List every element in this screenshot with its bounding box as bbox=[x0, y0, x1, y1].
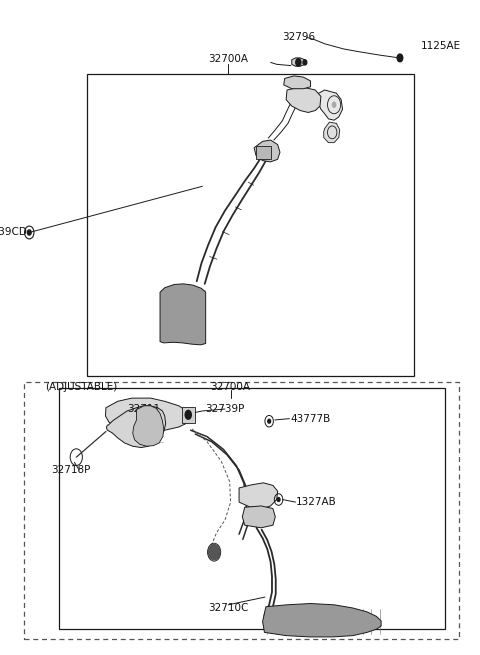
Text: 32710C: 32710C bbox=[208, 603, 249, 613]
Bar bbox=[87, 74, 414, 375]
Circle shape bbox=[303, 60, 307, 65]
Polygon shape bbox=[133, 406, 164, 446]
Polygon shape bbox=[286, 86, 321, 113]
Text: 1339CD: 1339CD bbox=[0, 227, 27, 238]
Circle shape bbox=[397, 54, 403, 62]
Circle shape bbox=[268, 419, 271, 423]
Text: 32796: 32796 bbox=[282, 32, 315, 43]
Circle shape bbox=[208, 544, 220, 560]
Polygon shape bbox=[263, 603, 381, 637]
Bar bbox=[181, 407, 195, 422]
Bar bbox=[256, 147, 271, 159]
Polygon shape bbox=[242, 506, 275, 528]
Text: 1125AE: 1125AE bbox=[421, 41, 461, 51]
Bar bbox=[59, 388, 444, 629]
Polygon shape bbox=[239, 483, 277, 508]
Polygon shape bbox=[284, 76, 311, 88]
Polygon shape bbox=[107, 406, 166, 447]
Text: 32739P: 32739P bbox=[205, 404, 245, 414]
Polygon shape bbox=[160, 284, 205, 345]
Text: (ADJUSTABLE): (ADJUSTABLE) bbox=[45, 382, 117, 392]
Polygon shape bbox=[292, 58, 305, 66]
Text: 1327AB: 1327AB bbox=[296, 497, 336, 507]
Bar bbox=[24, 382, 459, 639]
Circle shape bbox=[295, 58, 301, 67]
Circle shape bbox=[332, 102, 336, 108]
Text: 32700A: 32700A bbox=[211, 382, 251, 392]
Circle shape bbox=[27, 230, 31, 235]
Polygon shape bbox=[254, 140, 280, 162]
Circle shape bbox=[277, 498, 280, 502]
Text: 32711: 32711 bbox=[127, 404, 160, 414]
Text: 43777B: 43777B bbox=[291, 414, 331, 424]
Polygon shape bbox=[106, 398, 191, 430]
Polygon shape bbox=[315, 90, 343, 120]
Polygon shape bbox=[324, 122, 340, 143]
Text: 32700A: 32700A bbox=[208, 54, 248, 64]
Circle shape bbox=[184, 409, 192, 420]
Text: 32718P: 32718P bbox=[51, 465, 90, 475]
